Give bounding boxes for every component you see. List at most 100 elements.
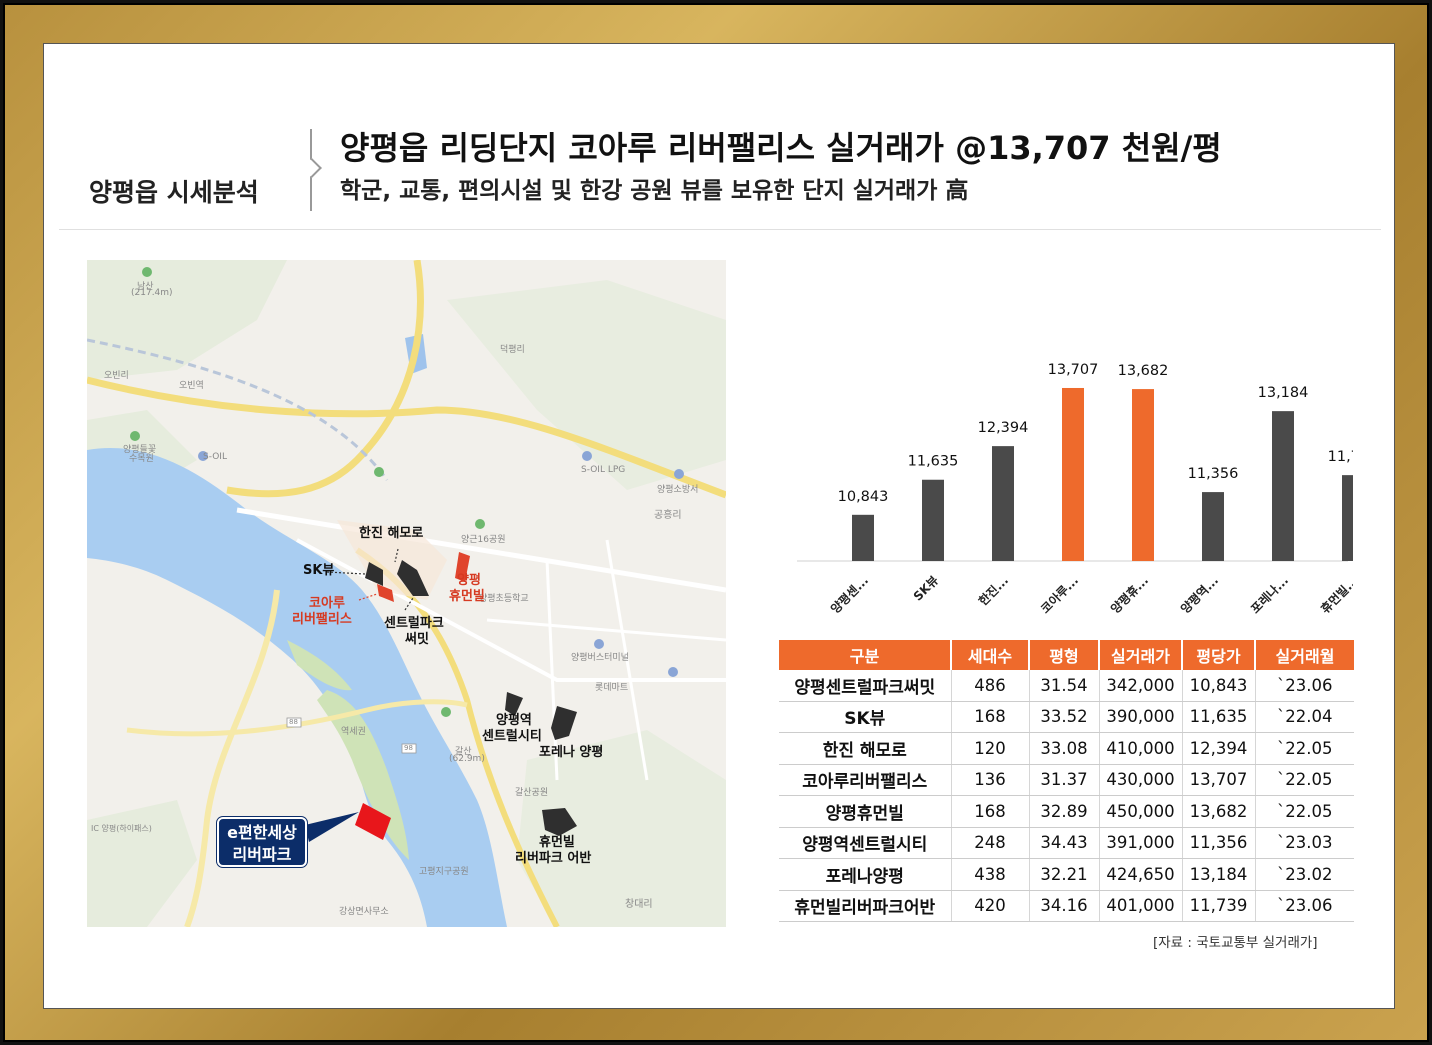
category-tick-label: 양평역...	[1177, 573, 1221, 617]
epyeonhan-callout: e편한세상 리버파크	[217, 817, 307, 867]
table-row: 포레나양평 438 32.21 424,650 13,184 `23.02	[779, 858, 1354, 891]
map-background	[87, 260, 726, 927]
map-label-humen-2: 휴먼빌	[449, 589, 485, 604]
bar-value-label: 11,739	[1328, 449, 1353, 465]
chart-bar	[1342, 475, 1353, 561]
table-cell: `23.06	[1255, 890, 1354, 922]
complex-name-cell: 휴먼빌리버파크어반	[779, 890, 952, 922]
map-label-station-1: 양평역	[496, 713, 532, 728]
place-soil: S-OIL	[203, 452, 227, 462]
table-row: 양평휴먼빌 168 32.89 450,000 13,682 `22.05	[779, 795, 1354, 828]
table-cell: 33.08	[1029, 732, 1100, 765]
place-galsan: 갈산	[455, 747, 472, 757]
table-row: 코아루리버팰리스 136 31.37 430,000 13,707 `22.05	[779, 764, 1354, 796]
section-label: 양평읍 시세분석	[89, 178, 259, 207]
callout-line-1: e편한세상	[227, 823, 297, 842]
location-map: 남산 (217.4m) 덕평리 오빈리 오빈역 양평들꽃 수목원 S-OIL S…	[87, 260, 726, 927]
table-cell: 391,000	[1099, 827, 1183, 859]
table-cell: `22.05	[1255, 732, 1354, 765]
table-cell: 120	[951, 732, 1030, 765]
map-label-humenriver-1: 휴먼빌	[539, 835, 575, 850]
column-header: 구분	[779, 640, 952, 670]
map-label-central-2: 써밋	[405, 632, 429, 647]
table-cell: `22.04	[1255, 701, 1354, 733]
header-rule	[59, 229, 1381, 230]
table-cell: 248	[951, 827, 1030, 859]
chart-bar	[1132, 389, 1154, 561]
place-yanggeun-park: 양근16공원	[461, 535, 506, 545]
table-cell: 401,000	[1099, 890, 1183, 922]
table-cell: 450,000	[1099, 795, 1183, 828]
chart-bar	[1202, 492, 1224, 561]
map-label-koaru-1: 코아루	[309, 596, 345, 611]
bar-value-label: 13,184	[1258, 385, 1309, 401]
chart-bar	[852, 514, 874, 561]
table-cell: 11,356	[1182, 827, 1256, 859]
category-tick-label: 휴먼빌...	[1317, 573, 1353, 617]
table-cell: 168	[951, 701, 1030, 733]
complex-name-cell: 코아루리버팰리스	[779, 764, 952, 796]
table-cell: `23.03	[1255, 827, 1354, 859]
table-cell: 410,000	[1099, 732, 1183, 765]
table-cell: 33.52	[1029, 701, 1100, 733]
picture-frame: 양평읍 시세분석 양평읍 리딩단지 코아루 리버팰리스 실거래가 @13,707…	[3, 3, 1429, 1042]
table-cell: 34.43	[1029, 827, 1100, 859]
map-label-skview: SK뷰	[303, 563, 335, 578]
map-label-station-2: 센트럴시티	[482, 729, 542, 744]
table-cell: 390,000	[1099, 701, 1183, 733]
chart-bar	[1272, 411, 1294, 561]
table-cell: `22.05	[1255, 764, 1354, 796]
map-label-hanjin: 한진 해모로	[359, 526, 424, 541]
chart-bar	[1062, 387, 1084, 561]
table-cell: 486	[951, 670, 1030, 702]
place-botanic-2: 수목원	[129, 454, 154, 464]
map-label-humenriver-2: 리버파크 어반	[515, 851, 592, 866]
slide: 양평읍 시세분석 양평읍 리딩단지 코아루 리버팰리스 실거래가 @13,707…	[43, 43, 1395, 1009]
route-98-icon: 98	[404, 744, 413, 752]
category-tick-label: 포레나...	[1247, 573, 1291, 617]
category-tick-label: SK뷰	[911, 573, 941, 603]
place-obin-station: 오빈역	[179, 381, 204, 391]
place-botanic-1: 양평들꽃	[123, 445, 157, 455]
bar-value-label: 12,394	[978, 420, 1029, 436]
place-galsan-height: (62.9m)	[449, 754, 485, 764]
place-district-park: 고평지구공원	[419, 867, 469, 877]
bar-value-label: 11,356	[1188, 466, 1239, 482]
divider-chevron-icon	[302, 158, 322, 178]
table-row: 양평역센트럴시티 248 34.43 391,000 11,356 `23.03	[779, 827, 1354, 859]
map-label-central-1: 센트럴파크	[384, 616, 444, 631]
category-tick-label: 코아루...	[1037, 573, 1081, 617]
complex-name-cell: 한진 해모로	[779, 732, 952, 765]
place-station-area: 역세권	[341, 727, 366, 737]
place-namsan-height: (217.4m)	[131, 288, 173, 298]
category-tick-label: 양평휴...	[1107, 573, 1151, 617]
place-obin: 오빈리	[104, 371, 129, 381]
table-cell: 32.89	[1029, 795, 1100, 828]
table-cell: 420	[951, 890, 1030, 922]
table-row: SK뷰 168 33.52 390,000 11,635 `22.04	[779, 701, 1354, 733]
place-galsan-park: 갈산공원	[515, 788, 549, 798]
complex-name-cell: 양평센트럴파크써밋	[779, 670, 952, 702]
complex-name-cell: 양평역센트럴시티	[779, 827, 952, 859]
table-row: 양평센트럴파크써밋 486 31.54 342,000 10,843 `23.06	[779, 670, 1354, 702]
place-deokpyeong: 덕평리	[500, 345, 525, 355]
table-cell: 31.37	[1029, 764, 1100, 796]
table-cell: `22.05	[1255, 795, 1354, 828]
table-cell: 342,000	[1099, 670, 1183, 702]
table-cell: 168	[951, 795, 1030, 828]
table-cell: 31.54	[1029, 670, 1100, 702]
page-subtitle: 학군, 교통, 편의시설 및 한강 공원 뷰를 보유한 단지 실거래가 高	[340, 178, 969, 204]
place-gangsang-office: 강상면사무소	[339, 907, 389, 917]
complex-name-cell: 양평휴먼빌	[779, 795, 952, 828]
place-bus-terminal: 양평버스터미널	[571, 653, 629, 663]
category-tick-label: 한진...	[975, 573, 1011, 609]
column-header: 세대수	[951, 640, 1030, 670]
table-cell: 13,707	[1182, 764, 1256, 796]
bar-value-label: 13,707	[1048, 362, 1099, 378]
place-ic: IC 양평(하이패스)	[91, 824, 152, 833]
table-cell: `23.02	[1255, 858, 1354, 891]
place-school: 양평초등학교	[479, 594, 529, 604]
route-88-icon: 88	[289, 718, 298, 726]
bar-value-label: 11,635	[908, 454, 959, 470]
table-cell: 11,635	[1182, 701, 1256, 733]
